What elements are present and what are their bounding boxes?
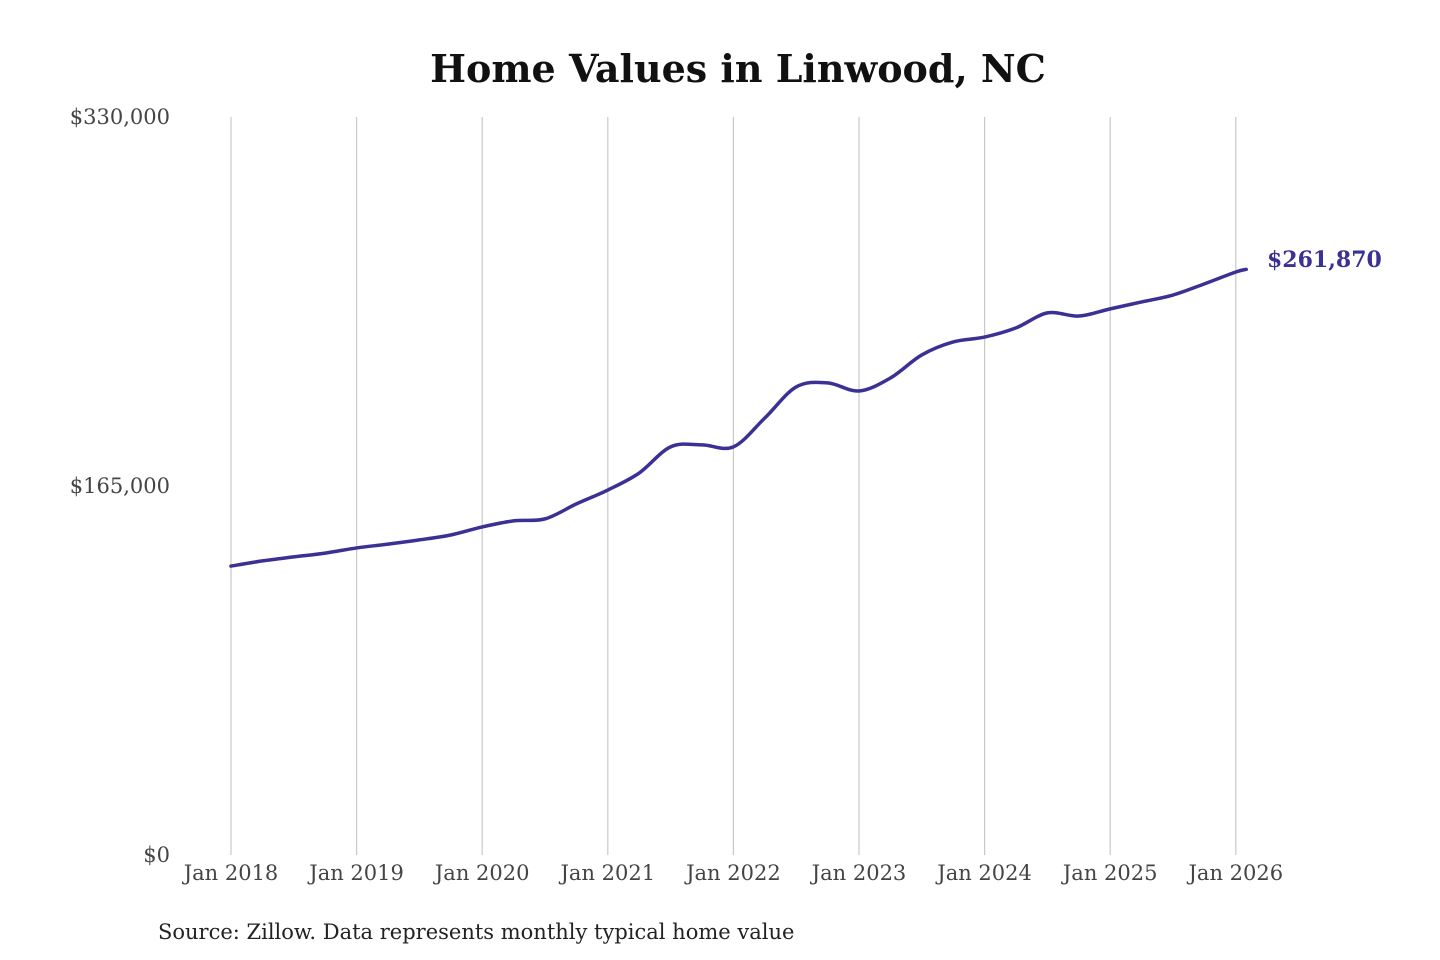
y-tick-label: $330,000 — [70, 105, 170, 129]
source-note: Source: Zillow. Data represents monthly … — [158, 920, 794, 944]
end-value-label: $261,870 — [1267, 247, 1382, 273]
x-tick-label: Jan 2022 — [684, 861, 781, 885]
y-tick-label: $0 — [143, 843, 170, 867]
x-tick-label: Jan 2020 — [433, 861, 530, 885]
series-line — [229, 267, 1249, 568]
x-tick-label: Jan 2018 — [182, 861, 279, 885]
x-tick-label: Jan 2021 — [559, 861, 656, 885]
chart-title: Home Values in Linwood, NC — [430, 46, 1046, 91]
y-tick-label: $165,000 — [70, 474, 170, 498]
x-tick-label: Jan 2026 — [1187, 861, 1284, 885]
x-tick-label: Jan 2019 — [307, 861, 404, 885]
x-tick-label: Jan 2024 — [935, 861, 1032, 885]
x-tick-label: Jan 2025 — [1061, 861, 1158, 885]
x-tick-label: Jan 2023 — [810, 861, 907, 885]
